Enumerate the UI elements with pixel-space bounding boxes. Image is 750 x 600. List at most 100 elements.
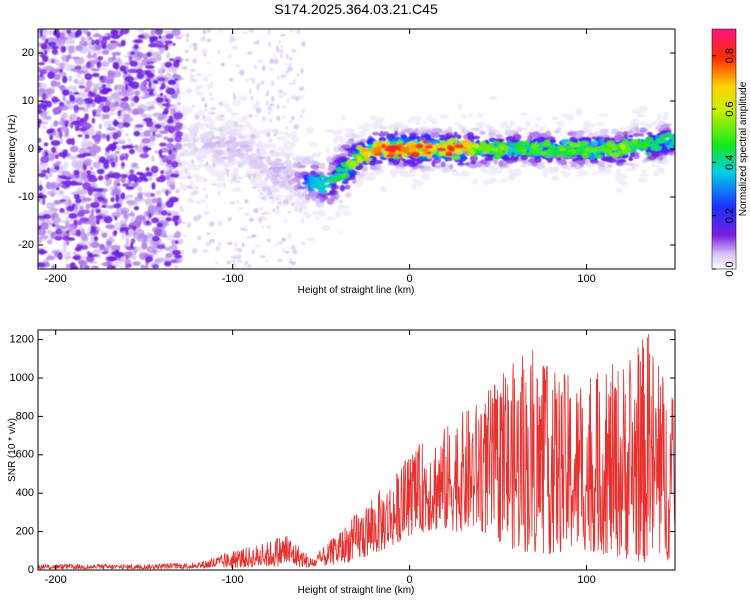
- spectrogram-cell: [587, 131, 595, 138]
- spectrogram-cell: [396, 146, 401, 151]
- spectrogram-cell: [48, 172, 53, 178]
- spectrogram-cell: [93, 134, 102, 142]
- spectrogram-cell: [50, 192, 55, 198]
- spectrogram-cell: [209, 221, 215, 227]
- spectrogram-cell: [116, 207, 120, 214]
- spectrogram-cell: [590, 140, 599, 145]
- spectrogram-cell: [172, 147, 177, 152]
- spectrogram-cell: [111, 51, 122, 56]
- spectrogram-cell: [74, 65, 82, 70]
- spectrogram-cell: [47, 37, 56, 42]
- spectrogram-cell: [127, 180, 132, 185]
- y-tick-label: -20: [18, 239, 34, 251]
- spectrogram-cell: [186, 175, 193, 180]
- spectrogram-cell: [165, 175, 171, 181]
- spectrogram-cell: [463, 150, 471, 154]
- spectrogram-cell: [217, 190, 221, 196]
- chart-title: S174.2025.364.03.21.C45: [274, 1, 438, 17]
- spectrogram-cell: [218, 242, 222, 246]
- spectrogram-cell: [285, 153, 290, 160]
- spectrogram-cell: [275, 197, 279, 200]
- spectrogram-cell: [651, 163, 656, 168]
- spectrogram-cell: [86, 31, 91, 37]
- spectrogram-cell: [565, 114, 574, 121]
- spectrogram-cell: [231, 46, 238, 50]
- spectrogram-cell: [61, 89, 70, 96]
- spectrogram-cell: [123, 113, 131, 119]
- spectrogram-cell: [175, 122, 183, 128]
- spectrogram-cell: [338, 231, 344, 235]
- spectrogram-cell: [544, 153, 554, 159]
- spectrogram-cell: [203, 115, 211, 123]
- spectrogram-cell: [299, 207, 302, 214]
- spectrogram-cell: [98, 123, 103, 130]
- spectrogram-cell: [557, 152, 565, 157]
- spectrogram-cell: [133, 182, 139, 187]
- spectrogram-x-ticks: -200 -100 0 100: [45, 29, 596, 285]
- spectrogram-cell: [241, 242, 245, 248]
- spectrogram-cell: [189, 74, 196, 77]
- spectrogram-cell: [192, 79, 197, 82]
- spectrogram-cell: [234, 242, 238, 248]
- spectrogram-cell: [311, 210, 320, 216]
- spectrogram-cell: [337, 203, 345, 210]
- spectrogram-cell: [61, 75, 68, 84]
- spectrogram-cell: [265, 93, 270, 97]
- spectrogram-cell: [80, 172, 87, 180]
- spectrogram-cell: [290, 48, 297, 53]
- spectrogram-cell: [228, 78, 234, 82]
- spectrogram-cell: [599, 138, 605, 143]
- spectrogram-cell: [407, 118, 413, 124]
- spectrogram-cell: [272, 128, 278, 134]
- spectrogram-cell: [251, 248, 255, 255]
- spectrogram-cell: [284, 63, 289, 66]
- spectrogram-cell: [525, 120, 531, 127]
- spectrogram-cell: [473, 143, 480, 149]
- spectrogram-cell: [175, 230, 181, 238]
- spectrogram-cell: [403, 129, 410, 133]
- spectrogram-cell: [141, 137, 151, 144]
- spectrogram-cell: [52, 98, 61, 102]
- spectrogram-cell: [166, 68, 173, 73]
- spectrogram-cell: [97, 56, 104, 61]
- spectrogram-cell: [412, 178, 418, 183]
- spectrogram-cell: [82, 152, 92, 157]
- spectrogram-cell: [220, 176, 226, 182]
- spectrogram-cell: [218, 115, 223, 120]
- spectrogram-cell: [582, 152, 588, 159]
- spectrogram-cell: [244, 213, 251, 216]
- spectrogram-cell: [164, 40, 173, 45]
- spectrogram-cell: [38, 108, 43, 114]
- spectrogram-cell: [229, 39, 233, 43]
- spectrogram-cell: [445, 151, 453, 157]
- spectrogram-cell: [268, 196, 274, 200]
- spectrogram-cell: [62, 47, 66, 51]
- spectrogram-cell: [249, 88, 252, 94]
- spectrogram-cell: [301, 109, 306, 114]
- spectrogram-cell: [299, 165, 306, 169]
- spectrogram-cell: [105, 99, 111, 108]
- spectrogram-cell: [394, 130, 399, 137]
- spectrogram-cell: [553, 152, 560, 157]
- spectrogram-cell: [137, 34, 145, 39]
- spectrogram-cell: [165, 252, 173, 258]
- spectrogram-cell: [290, 202, 295, 206]
- spectrogram-cell: [257, 156, 265, 160]
- spectrogram-cell: [41, 169, 50, 174]
- spectrogram-cell: [152, 79, 159, 84]
- spectrogram-cell: [334, 176, 340, 182]
- spectrogram-cell: [40, 42, 48, 50]
- spectrogram-cell: [357, 158, 364, 164]
- spectrogram-cell: [130, 241, 134, 249]
- spectrogram-cell: [285, 126, 289, 130]
- spectrogram-cell: [125, 152, 128, 161]
- spectrogram-cell: [70, 155, 77, 159]
- spectrogram-cell: [186, 224, 192, 228]
- spectrogram-cell: [85, 203, 91, 210]
- spectrogram-cell: [91, 92, 95, 97]
- colorbar-tick-label: 0.4: [724, 155, 736, 170]
- spectrogram-cell: [101, 209, 110, 215]
- spectrogram-cell: [95, 215, 104, 220]
- spectrogram-cell: [127, 173, 138, 182]
- spectrogram-cell: [192, 190, 199, 195]
